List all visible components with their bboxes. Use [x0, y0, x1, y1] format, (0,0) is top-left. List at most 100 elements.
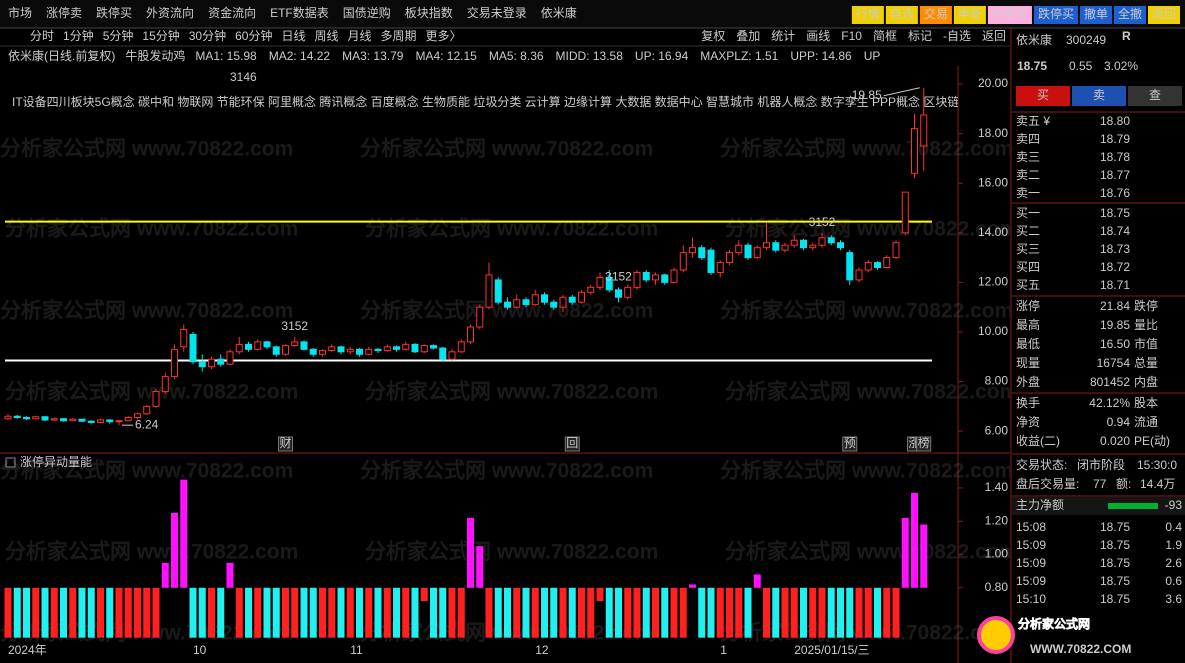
menu-button[interactable]: 行情 [856, 7, 880, 21]
menu-button[interactable]: 跌停买 [1038, 6, 1074, 21]
tool-button[interactable]: 统计 [771, 29, 795, 43]
stat-label: 换手 [1016, 396, 1040, 410]
tool-button[interactable]: 简框 [873, 29, 897, 43]
menu-button[interactable]: 返回 [1152, 7, 1176, 21]
menu-button[interactable]: 涨停买 [992, 6, 1028, 21]
trade-button-bg[interactable] [1072, 86, 1126, 106]
stat-label: 收益(二) [1016, 434, 1060, 448]
y-tick-label: 1.40 [985, 480, 1009, 494]
flow-value: -93 [1165, 498, 1183, 512]
menu-button[interactable]: 撤单 [1084, 6, 1108, 21]
period-tab[interactable]: 30分钟 [189, 28, 226, 43]
candle-body [69, 418, 77, 422]
stat-value: 16.50 [1100, 337, 1130, 351]
menu-button-bg [885, 6, 918, 24]
tool-button[interactable]: 复权 [701, 29, 725, 43]
period-tab[interactable]: 分时 [30, 29, 54, 43]
menu-button[interactable]: 交易 [924, 6, 948, 21]
bar [374, 587, 382, 638]
tool-button[interactable]: F10 [841, 29, 862, 43]
bar [494, 587, 502, 638]
event-marker[interactable]: 财 [279, 436, 291, 450]
bar [235, 587, 243, 638]
menu-item[interactable]: 国债逆购 [343, 5, 391, 20]
menu-item[interactable]: 涨停卖 [46, 5, 82, 20]
tool-button[interactable]: 标记 [908, 29, 932, 43]
tool-button[interactable]: 画线 [806, 29, 830, 43]
stat-label: 外盘 [1016, 374, 1040, 389]
bar [50, 587, 58, 638]
y-tick-label: 18.00 [978, 126, 1008, 140]
period-tab[interactable]: 多周期 [381, 29, 417, 43]
menu-item[interactable]: ETF数据表 [270, 5, 329, 20]
x-tick-label: 12 [535, 643, 549, 657]
book-price: 18.73 [1100, 242, 1130, 256]
menu-button-bg [1033, 6, 1078, 24]
trade-time: 15:10 [1016, 592, 1046, 606]
trade-button[interactable]: 查 [1149, 88, 1161, 102]
bar [152, 587, 160, 638]
watermark: 分析家公式网 www.70822.com [365, 380, 658, 404]
period-tab[interactable]: 60分钟 [235, 28, 272, 43]
candle-body [698, 247, 706, 259]
menu-button[interactable]: 申新 [958, 6, 982, 21]
trade-button-bg[interactable] [1016, 86, 1070, 106]
trade-button[interactable]: 买 [1037, 88, 1049, 102]
stat-label: 涨停 [1016, 298, 1040, 313]
trade-time: 15:08 [1016, 520, 1046, 534]
menu-item[interactable]: 市场 [8, 5, 32, 20]
y-tick-label: 10.00 [978, 324, 1008, 338]
legend-item: MA3: 13.79 [342, 49, 404, 63]
period-tab[interactable]: 1分钟 [63, 28, 94, 43]
period-tab[interactable]: 5分钟 [103, 28, 134, 43]
tool-button[interactable]: 叠加 [736, 29, 760, 43]
menu-item[interactable]: 跌停买 [96, 5, 132, 20]
candle-body [402, 343, 410, 350]
bar [319, 587, 326, 638]
bar [763, 587, 770, 638]
stat-value: 0.020 [1100, 434, 1130, 448]
trade-button-bg[interactable] [1128, 86, 1182, 106]
menu-button[interactable]: 自选 [890, 7, 914, 21]
status-time: 15:30:0 [1137, 458, 1177, 472]
period-tab[interactable]: 更多〉 [426, 29, 462, 43]
candle-body [4, 415, 12, 420]
legend-item: UP: 16.94 [635, 49, 689, 63]
trade-button[interactable]: 卖 [1093, 88, 1105, 102]
menu-item[interactable]: 板块指数 [405, 5, 453, 20]
event-marker[interactable]: 榜 [918, 435, 930, 450]
menu-item[interactable]: 外资流向 [146, 5, 194, 20]
event-marker[interactable]: 回 [566, 436, 578, 450]
bar [365, 587, 373, 638]
bar [596, 587, 604, 602]
candle-body [837, 242, 844, 249]
period-tab[interactable]: 周线 [314, 29, 338, 43]
indicator-name: 牛股发动鸡 [125, 48, 185, 63]
watermark-layer: 分析家公式网 www.70822.com 分析家公式网 www.70822.com… [0, 137, 1013, 645]
candle-body [624, 286, 632, 298]
period-tab[interactable]: 月线 [348, 29, 372, 43]
trade-price: 18.75 [1100, 538, 1130, 552]
period-tab[interactable]: 15分钟 [142, 28, 179, 43]
bar [864, 587, 872, 638]
watermark: 分析家公式网 www.70822.com [0, 299, 293, 323]
candle-body [874, 262, 881, 269]
flow-bg [1012, 497, 1185, 515]
stat-label: 内盘 [1134, 374, 1158, 389]
watermark: 分析家公式网 www.70822.com [720, 299, 1013, 323]
event-marker[interactable]: 预 [844, 436, 856, 450]
stat-value: 16754 [1097, 356, 1131, 370]
bar [263, 587, 271, 638]
bar [661, 587, 669, 638]
candle-body [504, 301, 511, 308]
tool-button[interactable]: -自选 [943, 29, 971, 43]
stock-flag: R [1122, 29, 1131, 43]
tool-button[interactable]: 返回 [982, 29, 1006, 43]
menu-item[interactable]: 依米康 [541, 5, 577, 20]
menu-item[interactable]: 资金流向 [208, 5, 256, 20]
menu-button[interactable]: 全撤 [1118, 6, 1142, 21]
menu-item[interactable]: 交易未登录 [467, 5, 527, 20]
bar [615, 587, 622, 638]
period-tab[interactable]: 日线 [281, 29, 305, 43]
bar [790, 587, 798, 638]
